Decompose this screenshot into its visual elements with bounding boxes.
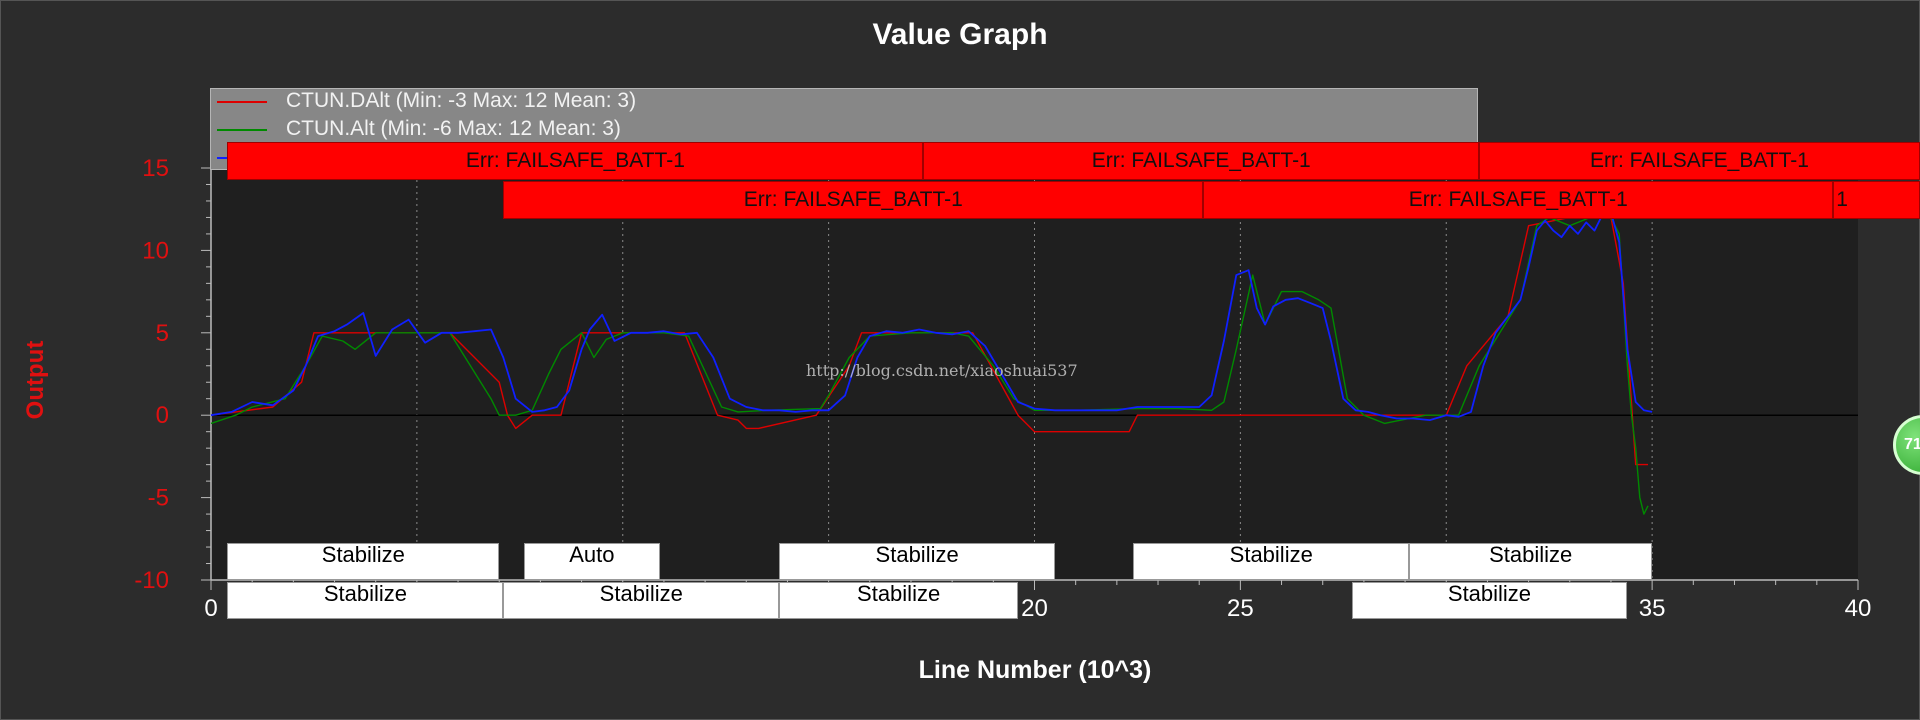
legend-label: CTUN.Alt (Min: -6 Max: 12 Mean: 3) [286,117,621,140]
y-tick-label: -10 [134,567,169,594]
legend-item[interactable]: CTUN.Alt (Min: -6 Max: 12 Mean: 3) [211,117,1111,145]
y-tick-label: 15 [142,155,169,182]
error-event-band: Err: FAILSAFE_BATT-1 [923,142,1480,180]
chart-title: Value Graph [872,18,1048,51]
watermark: http://blog.csdn.net/xiaoshuai537 [806,361,1078,380]
mode-event-box: Stabilize [779,543,1056,580]
x-tick-label: 25 [1227,595,1254,622]
error-event-band: Err: FAILSAFE_BATT-1 [1479,142,1920,180]
series-lines [210,211,1653,515]
x-tick-label: 35 [1639,595,1666,622]
mode-event-box: Stabilize [1409,543,1653,580]
mode-event-box: Auto [523,543,660,580]
mode-event-box: Stabilize [227,543,500,580]
x-tick-label: 40 [1845,595,1872,622]
error-event-band: Err: FAILSAFE_BATT-1 [1203,181,1834,219]
legend-label: CTUN.DAlt (Min: -3 Max: 12 Mean: 3) [286,89,637,112]
mode-event-box: Stabilize [227,582,504,619]
x-axis-title: Line Number (10^3) [918,656,1152,684]
y-tick-label: 0 [156,402,169,429]
mode-event-box: Stabilize [1351,582,1628,619]
x-tick-label: 0 [204,595,217,622]
mode-event-box: Stabilize [503,582,780,619]
error-event-band: Err: FAILSAFE_BATT-1 [227,142,924,180]
x-tick-label: 20 [1021,595,1048,622]
error-event-band: 1 [1833,181,1920,219]
y-tick-label: 10 [142,237,169,264]
legend-swatch [217,129,267,131]
legend-swatch [217,101,267,103]
legend-item[interactable]: CTUN.DAlt (Min: -3 Max: 12 Mean: 3) [211,89,1111,117]
y-tick-label: -5 [148,485,169,512]
mode-event-box: Stabilize [1133,543,1410,580]
series-line-3 [210,211,1653,422]
grid [211,168,1858,580]
y-axis-title: Output [22,340,49,420]
mode-event-box: Stabilize [779,582,1019,619]
error-event-band: Err: FAILSAFE_BATT-1 [503,181,1204,219]
y-tick-label: 5 [156,320,169,347]
